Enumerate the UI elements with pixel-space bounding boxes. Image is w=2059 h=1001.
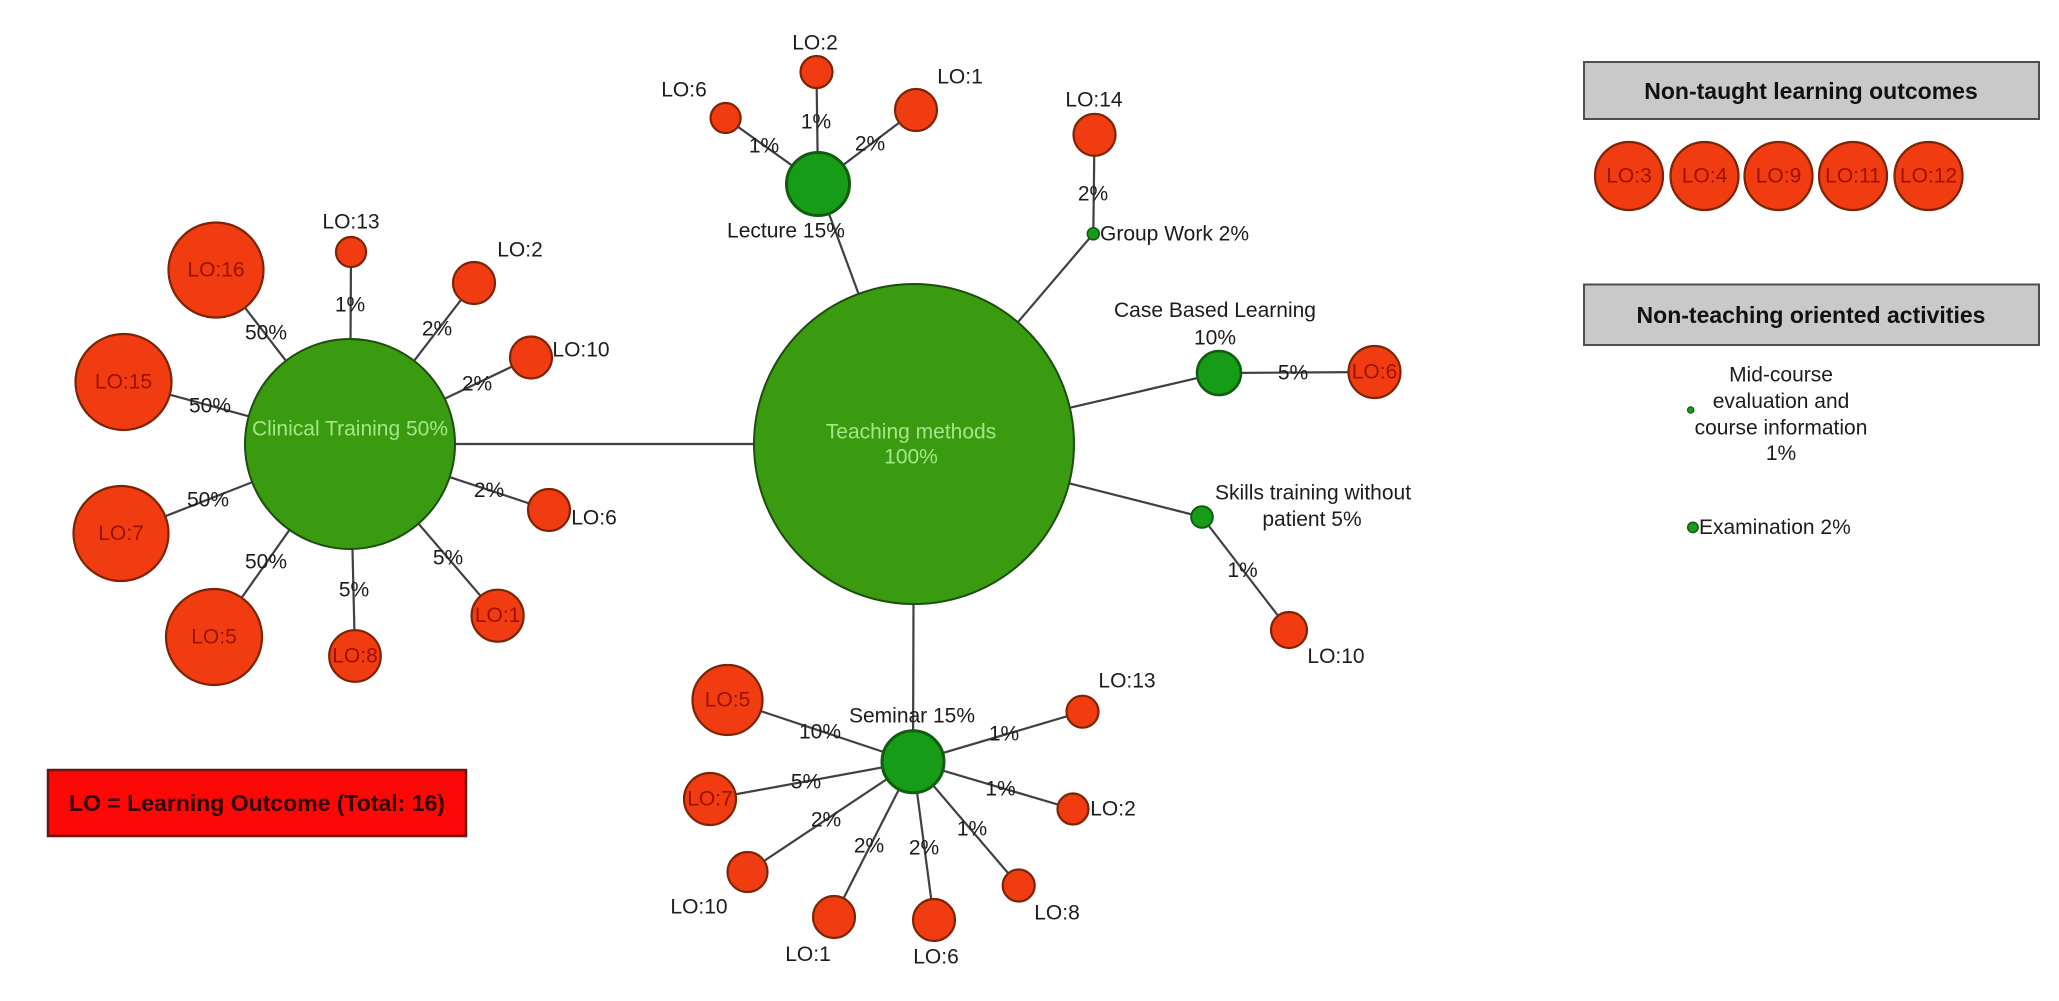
svg-text:Non-teaching oriented activiti: Non-teaching oriented activities bbox=[1637, 302, 1986, 328]
svg-text:50%: 50% bbox=[187, 489, 229, 512]
svg-text:LO:1: LO:1 bbox=[937, 66, 983, 89]
svg-text:1%: 1% bbox=[1227, 559, 1257, 582]
svg-text:LO:2: LO:2 bbox=[1090, 798, 1136, 821]
svg-text:LO:6: LO:6 bbox=[661, 79, 707, 102]
svg-text:2%: 2% bbox=[854, 835, 884, 858]
svg-text:LO:5: LO:5 bbox=[191, 626, 237, 649]
svg-text:Group Work 2%: Group Work 2% bbox=[1100, 223, 1249, 246]
svg-text:LO:2: LO:2 bbox=[792, 32, 838, 55]
svg-text:evaluation and: evaluation and bbox=[1713, 390, 1850, 413]
svg-text:LO:12: LO:12 bbox=[1900, 165, 1957, 188]
svg-text:Seminar 15%: Seminar 15% bbox=[849, 705, 975, 728]
svg-text:Examination 2%: Examination 2% bbox=[1699, 516, 1851, 539]
svg-text:patient 5%: patient 5% bbox=[1262, 508, 1361, 531]
svg-text:LO:7: LO:7 bbox=[98, 522, 144, 545]
svg-text:Lecture 15%: Lecture 15% bbox=[727, 220, 845, 243]
svg-text:LO:14: LO:14 bbox=[1065, 89, 1123, 112]
svg-text:2%: 2% bbox=[1078, 183, 1108, 206]
svg-text:Non-taught learning outcomes: Non-taught learning outcomes bbox=[1644, 78, 1978, 104]
svg-text:LO:2: LO:2 bbox=[497, 239, 543, 262]
svg-text:LO:13: LO:13 bbox=[1098, 670, 1155, 693]
svg-text:1%: 1% bbox=[749, 135, 779, 158]
svg-text:LO:10: LO:10 bbox=[1307, 645, 1364, 668]
svg-text:10%: 10% bbox=[1194, 327, 1236, 350]
svg-text:LO:1: LO:1 bbox=[785, 943, 831, 966]
svg-text:LO:6: LO:6 bbox=[571, 507, 617, 530]
svg-text:LO:10: LO:10 bbox=[552, 339, 609, 362]
svg-text:2%: 2% bbox=[422, 318, 452, 341]
svg-text:LO:1: LO:1 bbox=[475, 604, 521, 627]
svg-text:10%: 10% bbox=[799, 721, 841, 744]
svg-text:5%: 5% bbox=[1278, 362, 1308, 385]
svg-text:1%: 1% bbox=[801, 111, 831, 134]
svg-text:LO:6: LO:6 bbox=[1352, 361, 1398, 384]
svg-text:course information: course information bbox=[1695, 417, 1868, 440]
svg-text:LO:9: LO:9 bbox=[1756, 165, 1802, 188]
svg-text:50%: 50% bbox=[189, 395, 231, 418]
svg-text:Case Based Learning: Case Based Learning bbox=[1114, 299, 1316, 322]
svg-text:2%: 2% bbox=[811, 809, 841, 832]
svg-text:1%: 1% bbox=[335, 294, 365, 317]
svg-text:LO:11: LO:11 bbox=[1825, 165, 1881, 188]
svg-text:LO:13: LO:13 bbox=[322, 211, 379, 234]
svg-text:LO:6: LO:6 bbox=[913, 946, 959, 969]
svg-text:LO:16: LO:16 bbox=[187, 259, 244, 282]
svg-text:Skills training without: Skills training without bbox=[1215, 482, 1411, 505]
svg-text:Clinical Training 50%: Clinical Training 50% bbox=[252, 418, 448, 441]
svg-text:2%: 2% bbox=[462, 373, 492, 396]
svg-text:100%: 100% bbox=[884, 446, 938, 469]
svg-text:50%: 50% bbox=[245, 322, 287, 345]
svg-text:LO:7: LO:7 bbox=[687, 788, 733, 811]
svg-text:Mid-course: Mid-course bbox=[1729, 364, 1833, 387]
svg-text:Teaching methods: Teaching methods bbox=[826, 421, 996, 444]
svg-text:2%: 2% bbox=[909, 837, 939, 860]
svg-text:2%: 2% bbox=[855, 133, 885, 156]
svg-text:5%: 5% bbox=[339, 579, 369, 602]
svg-text:LO:15: LO:15 bbox=[95, 371, 152, 394]
svg-text:1%: 1% bbox=[1766, 442, 1796, 465]
svg-text:LO:10: LO:10 bbox=[670, 896, 727, 919]
svg-text:1%: 1% bbox=[985, 778, 1015, 801]
svg-text:2%: 2% bbox=[474, 479, 504, 502]
svg-text:1%: 1% bbox=[957, 818, 987, 841]
svg-text:5%: 5% bbox=[433, 547, 463, 570]
svg-text:LO:3: LO:3 bbox=[1606, 165, 1652, 188]
svg-text:LO:4: LO:4 bbox=[1682, 165, 1728, 188]
svg-text:5%: 5% bbox=[791, 771, 821, 794]
svg-text:LO:8: LO:8 bbox=[1034, 902, 1080, 925]
svg-text:1%: 1% bbox=[989, 723, 1019, 746]
svg-text:LO:8: LO:8 bbox=[332, 645, 378, 668]
svg-text:LO = Learning Outcome (Total:: LO = Learning Outcome (Total: 16) bbox=[69, 790, 445, 816]
svg-text:LO:5: LO:5 bbox=[705, 689, 751, 712]
svg-text:50%: 50% bbox=[245, 551, 287, 574]
